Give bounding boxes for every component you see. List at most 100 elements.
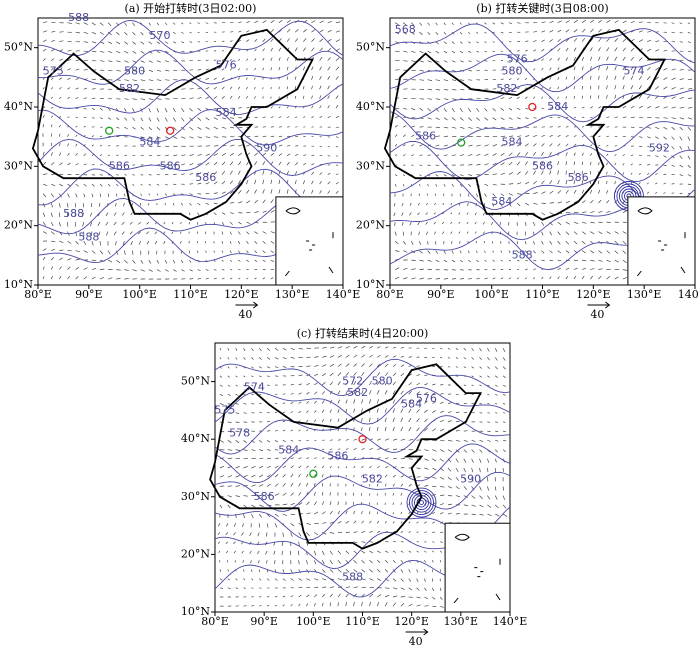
x-tick-label: 100°E [474,288,509,301]
contour [214,358,511,397]
red-marker [528,102,537,112]
inset-map [275,196,344,286]
contour [37,109,344,146]
contour-label: 582 [362,473,383,486]
contour [389,140,696,182]
typhoon-contour [406,487,437,518]
y-tick-label: 50°N [181,375,210,388]
x-tick-label: 130°E [627,288,662,301]
contour-label: 584 [139,136,160,149]
y-tick-label: 40°N [181,432,210,445]
y-tick-label: 50°N [4,41,33,54]
x-tick-label: 140°E [493,615,528,628]
reference-vector [405,628,429,636]
y-tick-label: 20°N [356,219,385,232]
contour-label: 586 [160,159,181,172]
panel-title: (a) 开始打转时(3日02:00) [125,1,257,15]
contour-label: 584 [216,106,237,119]
contour-label: 584 [502,136,523,149]
contour-label: 586 [109,159,130,172]
reference-vector-label: 40 [590,308,604,321]
green-marker [105,126,114,135]
x-tick-label: 120°E [394,615,429,628]
y-tick-label: 10°N [4,278,33,291]
contour-label: 584 [278,444,299,457]
panel-title: (b) 打转关键时(3日08:00) [476,1,608,15]
x-tick-label: 140°E [326,288,361,301]
contour-label: 584 [547,100,568,113]
red-marker [358,435,367,444]
contour-label: 586 [327,449,348,462]
contour [389,84,696,123]
contour-label: 584 [401,398,422,411]
inset-islands [453,533,501,604]
x-tick-label: 140°E [678,288,700,301]
x-tick-label: 80°E [24,288,52,301]
contour [37,49,344,85]
contour-label: 574 [624,64,645,77]
contour [214,415,511,455]
x-tick-label: 100°E [296,615,331,628]
contour-label: 574 [244,380,265,393]
contour [389,23,696,64]
wind-vectors [393,19,693,283]
inset-islands [284,207,334,277]
contour-label: 576 [507,53,528,66]
reference-vector [587,301,611,309]
x-tick-label: 90°E [427,288,455,301]
contour-label: 582 [347,386,368,399]
contour-label: 584 [491,195,512,208]
y-tick-label: 30°N [4,159,33,172]
x-tick-label: 130°E [275,288,310,301]
contour-label: 576 [216,58,237,71]
red-marker [166,126,175,135]
contour-label: 586 [568,171,589,184]
contour-label: 586 [532,159,553,172]
x-tick-label: 90°E [250,615,278,628]
contour-label: 570 [150,29,171,42]
wind-vectors [217,345,508,609]
contour-label: 588 [63,207,84,220]
green-marker [309,469,318,478]
contour-label: 586 [415,130,436,143]
green-marker [457,138,466,147]
x-tick-label: 100°E [122,288,157,301]
inset-map [444,522,511,613]
inset-islands [636,207,686,277]
contour [214,471,511,512]
contour-label: 575 [214,403,235,416]
reference-vector [235,301,259,309]
contour [37,138,344,176]
x-tick-label: 110°E [345,615,380,628]
contour-label: 588 [78,231,99,244]
x-tick-label: 120°E [576,288,611,301]
y-tick-label: 20°N [4,219,33,232]
contour-label: 590 [460,473,481,486]
coastline [383,28,666,221]
contour-label: 588 [512,248,533,261]
y-tick-label: 40°N [4,100,33,113]
contour-label: 592 [649,142,670,155]
contour-label: 578 [229,426,250,439]
reference-vector-label: 40 [409,635,423,648]
x-tick-label: 110°E [525,288,560,301]
contour [214,443,511,484]
contour-label: 582 [496,82,517,95]
contour-label: 580 [372,375,393,388]
y-tick-label: 10°N [356,278,385,291]
contour-label: 580 [124,64,145,77]
typhoon-contour [409,490,434,516]
contour-label: 586 [254,490,275,503]
contour [214,386,511,425]
coastline [31,28,314,221]
x-tick-label: 80°E [201,615,229,628]
contour [37,19,344,56]
contour-label: 582 [119,82,140,95]
x-tick-label: 130°E [444,615,479,628]
contour-label: 575 [43,64,64,77]
x-tick-label: 120°E [224,288,259,301]
contour [389,53,696,93]
x-tick-label: 90°E [75,288,103,301]
